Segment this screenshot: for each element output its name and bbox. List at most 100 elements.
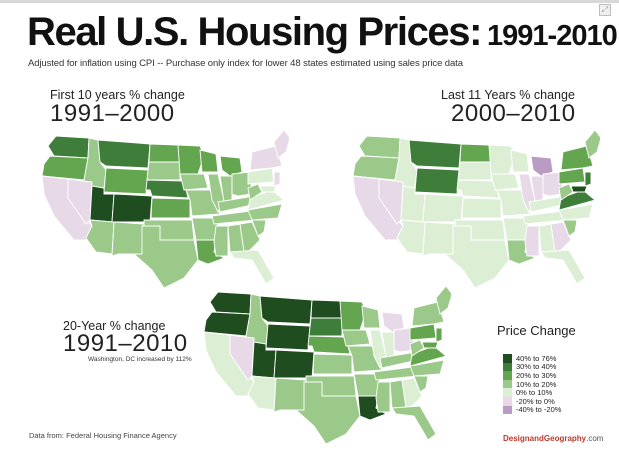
state-region	[409, 345, 447, 367]
state-region	[132, 225, 199, 289]
state-region	[229, 249, 275, 285]
state-region	[247, 189, 285, 211]
map2-period: 2000–2010	[451, 100, 576, 127]
state-region	[111, 193, 153, 223]
map2-label: Last 11 Years % change	[441, 88, 575, 102]
state-region	[510, 149, 530, 173]
state-region	[558, 167, 586, 185]
map3-period: 1991–2010	[63, 330, 188, 357]
state-region	[247, 167, 275, 185]
state-region	[150, 197, 191, 219]
state-region	[391, 405, 437, 441]
state-region	[148, 143, 181, 163]
state-region	[490, 173, 520, 191]
state-region	[213, 225, 229, 257]
state-region	[457, 161, 492, 181]
state-region	[421, 341, 439, 349]
expand-icon[interactable]: ⤢	[599, 4, 611, 16]
state-region	[524, 225, 540, 257]
legend-swatch	[503, 388, 512, 397]
state-region	[584, 129, 600, 159]
brand-name: DesignandGeography	[503, 434, 587, 443]
state-region	[67, 178, 93, 225]
state-region	[461, 197, 502, 219]
state-region	[312, 353, 353, 375]
state-region	[97, 139, 151, 169]
state-region	[456, 179, 500, 199]
state-region	[179, 173, 209, 191]
legend-title: Price Change	[497, 323, 576, 338]
state-region	[358, 135, 401, 159]
state-region	[231, 171, 253, 197]
state-region	[435, 285, 451, 315]
state-region	[247, 203, 283, 221]
legend-item: -20% to 0%	[503, 397, 561, 406]
state-region	[558, 203, 594, 221]
map1-label: First 10 years % change	[50, 88, 185, 102]
legend-swatch	[503, 396, 512, 406]
state-region	[229, 334, 255, 381]
brand-domain: .com	[586, 434, 604, 443]
top-border	[0, 0, 619, 3]
legend-label: 20% to 30%	[516, 370, 557, 380]
state-region	[459, 143, 492, 163]
subtitle: Adjusted for inflation using CPI -- Purc…	[28, 58, 463, 69]
state-region	[251, 219, 267, 237]
map-1991-2000	[41, 129, 289, 289]
state-region	[177, 144, 205, 175]
legend-swatch	[503, 354, 512, 363]
state-region	[209, 291, 252, 315]
state-region	[401, 377, 423, 409]
state-region	[570, 185, 588, 193]
legend-label: 40% to 76%	[516, 353, 557, 363]
state-region	[540, 249, 586, 285]
legend-label: 10% to 20%	[516, 379, 557, 389]
state-region	[294, 381, 361, 445]
legend-item: 20% to 30%	[503, 371, 561, 380]
map3-note: Washington, DC increased by 112%	[88, 356, 192, 363]
state-region	[378, 178, 404, 225]
state-region	[341, 329, 371, 347]
state-region	[199, 149, 219, 173]
state-region	[413, 375, 429, 393]
source-note: Data from: Federal Housing Finance Agenc…	[29, 431, 177, 440]
legend-swatch	[503, 379, 512, 389]
state-region	[111, 221, 145, 257]
state-region	[443, 225, 510, 289]
legend-item: 40% to 76%	[503, 354, 561, 363]
map3-label: 20-Year % change	[63, 319, 166, 333]
title-main: Real U.S. Housing Prices:	[27, 10, 482, 54]
state-region	[584, 171, 592, 187]
state-region	[435, 327, 443, 343]
state-region	[558, 189, 596, 211]
state-region	[273, 129, 289, 159]
state-region	[414, 167, 460, 195]
state-region	[273, 171, 281, 187]
legend-item: 30% to 40%	[503, 362, 561, 371]
legend-label: -40% to -20%	[516, 405, 562, 415]
state-region	[273, 377, 307, 413]
legend-swatch	[503, 405, 512, 415]
state-region	[265, 323, 311, 351]
state-region	[239, 221, 261, 253]
state-region	[47, 135, 90, 159]
legend-item: 0% to 10%	[503, 388, 561, 397]
state-region	[422, 221, 456, 257]
state-region	[560, 145, 594, 171]
state-region	[308, 317, 343, 337]
state-region	[422, 193, 464, 223]
state-region	[409, 359, 445, 377]
state-region	[307, 335, 351, 355]
state-region	[488, 144, 516, 175]
legend-item: 10% to 20%	[503, 380, 561, 389]
legend: 40% to 76% 30% to 40% 20% to 30% 10% to 20%…	[503, 354, 561, 414]
legend-swatch	[503, 371, 512, 380]
state-region	[542, 171, 564, 197]
brand-logo[interactable]: DesignandGeography.com	[503, 434, 603, 443]
state-region	[259, 295, 313, 325]
state-region	[310, 299, 343, 319]
map1-period: 1991–2000	[50, 100, 175, 127]
map-1991-2010	[203, 285, 451, 445]
legend-label: -20% to 0%	[516, 396, 555, 406]
